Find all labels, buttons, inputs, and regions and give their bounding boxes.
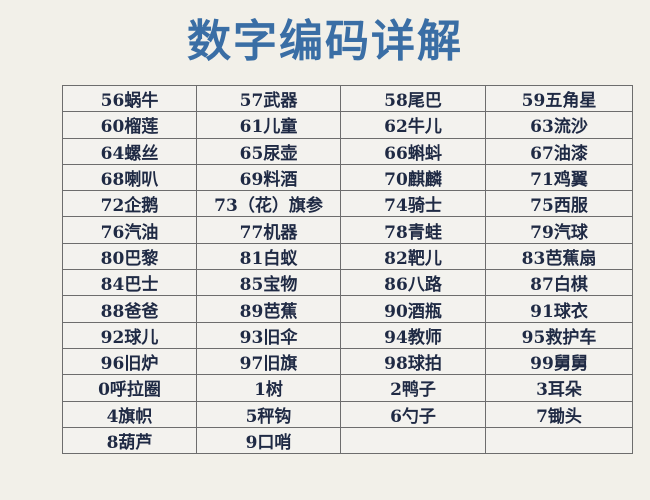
table-cell: 99舅舅 bbox=[485, 347, 633, 376]
table-cell: 96旧炉 bbox=[62, 347, 197, 376]
table-row: 56蜗牛 57武器 58尾巴 59五角星 bbox=[62, 84, 633, 113]
table-cell: 94教师 bbox=[340, 321, 486, 349]
table-cell: 89芭蕉 bbox=[196, 295, 341, 323]
table-cell: 74骑士 bbox=[340, 190, 486, 218]
table-cell: 60榴莲 bbox=[62, 111, 197, 139]
table-cell: 66蝌蚪 bbox=[340, 137, 486, 165]
table-row: 92球儿 93旧伞 94教师 95救护车 bbox=[62, 321, 633, 349]
table-cell: 68喇叭 bbox=[62, 163, 197, 192]
table-cell: 83芭蕉扇 bbox=[485, 242, 633, 271]
table-cell: 61儿童 bbox=[196, 111, 341, 139]
table-row: 64螺丝 65尿壶 66蝌蚪 67油漆 bbox=[62, 137, 633, 165]
table-row: 60榴莲 61儿童 62牛儿 63流沙 bbox=[62, 111, 633, 139]
table-cell: 56蜗牛 bbox=[62, 84, 197, 113]
table-cell: 81白蚁 bbox=[196, 242, 341, 271]
table-cell: 84巴士 bbox=[62, 269, 197, 297]
table-cell: 73（花）旗参 bbox=[196, 190, 341, 218]
table-cell: 87白棋 bbox=[485, 269, 633, 297]
table-cell: 3耳朵 bbox=[485, 374, 633, 402]
table-cell: 64螺丝 bbox=[62, 137, 197, 165]
table-cell: 5秤钩 bbox=[196, 400, 341, 428]
table-cell: 92球儿 bbox=[62, 321, 197, 349]
table-cell: 6勺子 bbox=[340, 400, 486, 428]
table-cell: 2鸭子 bbox=[340, 374, 486, 402]
table-cell: 76汽油 bbox=[62, 216, 197, 244]
table-cell: 70麒麟 bbox=[340, 163, 486, 192]
table-cell: 58尾巴 bbox=[340, 84, 486, 113]
table-cell bbox=[340, 426, 486, 455]
table-row: 84巴士 85宝物 86八路 87白棋 bbox=[62, 269, 633, 297]
table-cell: 8葫芦 bbox=[62, 426, 197, 455]
table-cell: 59五角星 bbox=[485, 84, 633, 113]
table-cell: 85宝物 bbox=[196, 269, 341, 297]
table-cell: 63流沙 bbox=[485, 111, 633, 139]
table-cell: 7锄头 bbox=[485, 400, 633, 428]
table-cell: 71鸡翼 bbox=[485, 163, 633, 192]
number-code-table: 56蜗牛 57武器 58尾巴 59五角星 60榴莲 61儿童 62牛儿 63流沙 64螺丝 65尿… bbox=[62, 84, 633, 455]
table-cell: 75西服 bbox=[485, 190, 633, 218]
table-cell: 98球拍 bbox=[340, 347, 486, 376]
table-cell: 93旧伞 bbox=[196, 321, 341, 349]
table-row: 4旗帜 5秤钩 6勺子 7锄头 bbox=[62, 400, 633, 428]
table-cell: 80巴黎 bbox=[62, 242, 197, 271]
table-row: 8葫芦 9口哨 bbox=[62, 426, 633, 455]
table-cell: 86八路 bbox=[340, 269, 486, 297]
table-cell: 91球衣 bbox=[485, 295, 633, 323]
table-row: 72企鹅 73（花）旗参 74骑士 75西服 bbox=[62, 190, 633, 218]
table-cell bbox=[485, 426, 633, 455]
table-cell: 69料酒 bbox=[196, 163, 341, 192]
table-cell: 78青蛙 bbox=[340, 216, 486, 244]
table-cell: 88爸爸 bbox=[62, 295, 197, 323]
table-row: 0呼拉圈 1树 2鸭子 3耳朵 bbox=[62, 374, 633, 402]
table-cell: 4旗帜 bbox=[62, 400, 197, 428]
table-row: 68喇叭 69料酒 70麒麟 71鸡翼 bbox=[62, 163, 633, 192]
table-cell: 65尿壶 bbox=[196, 137, 341, 165]
table-cell: 72企鹅 bbox=[62, 190, 197, 218]
table-cell: 77机器 bbox=[196, 216, 341, 244]
table-cell: 1树 bbox=[196, 374, 341, 402]
table-cell: 67油漆 bbox=[485, 137, 633, 165]
table-row: 80巴黎 81白蚁 82靶儿 83芭蕉扇 bbox=[62, 242, 633, 271]
table-cell: 9口哨 bbox=[196, 426, 341, 455]
table-row: 88爸爸 89芭蕉 90酒瓶 91球衣 bbox=[62, 295, 633, 323]
table-cell: 57武器 bbox=[196, 84, 341, 113]
page-title: 数字编码详解 bbox=[187, 16, 463, 67]
table-cell: 79汽球 bbox=[485, 216, 633, 244]
table-cell: 0呼拉圈 bbox=[62, 374, 197, 402]
table-cell: 62牛儿 bbox=[340, 111, 486, 139]
table-row: 96旧炉 97旧旗 98球拍 99舅舅 bbox=[62, 347, 633, 376]
table-row: 76汽油 77机器 78青蛙 79汽球 bbox=[62, 216, 633, 244]
table-cell: 97旧旗 bbox=[196, 347, 341, 376]
table-cell: 82靶儿 bbox=[340, 242, 486, 271]
table-cell: 90酒瓶 bbox=[340, 295, 486, 323]
table-cell: 95救护车 bbox=[485, 321, 633, 349]
